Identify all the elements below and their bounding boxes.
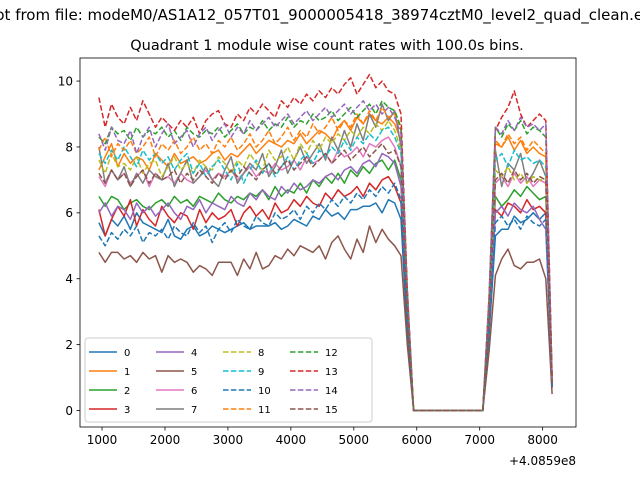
axes-frame [79,57,577,428]
x-tick-label: 7000 [464,433,495,447]
x-tick-label: 4000 [276,433,307,447]
x-axis-offset-label: +4.0859e8 [509,454,576,468]
series-line-8 [98,119,553,412]
legend-label-0: 0 [124,348,130,359]
x-tick-label: 2000 [150,433,181,447]
series-group [98,73,553,412]
y-tick-label: 0 [65,404,73,418]
legend-label-14: 14 [325,386,338,397]
x-tick-label: 1000 [87,433,118,447]
x-tick-label: 5000 [339,433,370,447]
legend-label-2: 2 [124,386,130,397]
legend-label-8: 8 [258,348,264,359]
legend-label-10: 10 [258,386,271,397]
legend-label-9: 9 [258,367,264,378]
legend-label-4: 4 [191,348,197,359]
chart-title: Quadrant 1 module wise count rates with … [130,38,524,54]
x-tick-label: 6000 [401,433,432,447]
y-tick-label: 6 [65,206,73,220]
y-tick-label: 2 [65,338,73,352]
series-line-15 [98,142,553,412]
y-tick-label: 4 [65,272,73,286]
series-line-11 [98,106,553,412]
legend-label-12: 12 [325,348,338,359]
x-tick-label: 8000 [527,433,558,447]
legend-label-11: 11 [258,405,271,416]
legend-label-15: 15 [325,405,338,416]
legend-label-3: 3 [124,405,130,416]
legend-label-13: 13 [325,367,338,378]
legend-label-7: 7 [191,405,197,416]
legend-label-1: 1 [124,367,130,378]
x-tick-label: 3000 [213,433,244,447]
series-line-9 [98,126,553,412]
legend-box [84,337,373,423]
y-tick-label: 8 [65,140,73,154]
y-tick-label: 10 [58,74,73,88]
legend-label-6: 6 [191,386,197,397]
legend-label-5: 5 [191,367,197,378]
figure-suptitle: Plot from file: modeM0/AS1A12_057T01_900… [0,6,640,24]
